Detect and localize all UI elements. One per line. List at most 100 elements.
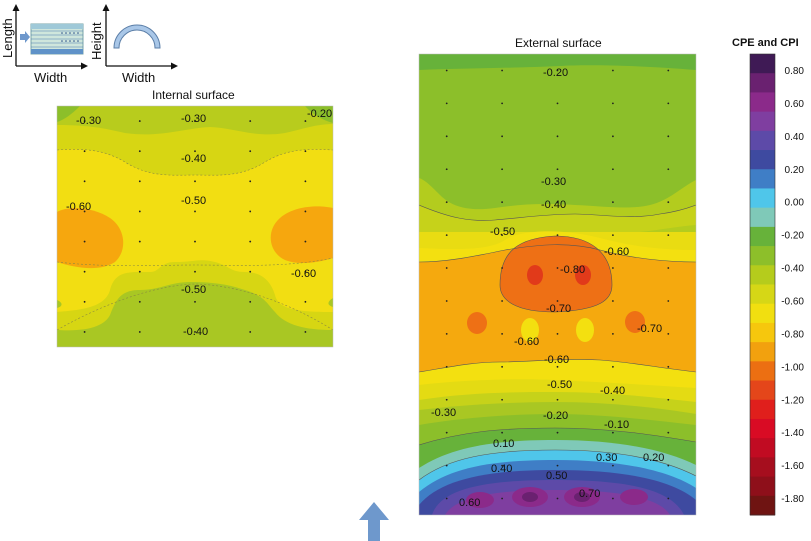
schematic-plan: Length Width [0, 4, 88, 85]
external-label: -0.50 [490, 226, 515, 238]
wind-direction-arrow-icon [359, 502, 389, 541]
measurement-point [556, 267, 559, 269]
measurement-point [445, 201, 448, 204]
measurement-point [667, 497, 670, 500]
external-label: -0.60 [604, 246, 629, 258]
measurement-point [304, 120, 307, 122]
colorbar-title: CPE and CPI [732, 37, 799, 49]
colorbar-swatch [750, 399, 775, 420]
colorbar-swatch [750, 246, 775, 266]
measurement-point [667, 332, 670, 335]
external-surface-title: External surface [515, 36, 602, 50]
colorbar-swatch [750, 169, 775, 189]
measurement-point [556, 102, 559, 105]
measurement-point [501, 365, 503, 368]
colorbar-tick-label: 0.20 [785, 165, 805, 176]
measurement-point [445, 398, 448, 401]
measurement-point [612, 234, 614, 237]
measurement-point [667, 267, 670, 269]
measurement-point [556, 332, 559, 335]
measurement-point [83, 150, 86, 153]
measurement-point [445, 267, 448, 269]
measurement-point [445, 497, 448, 500]
colorbar-tick-label: -0.80 [781, 329, 804, 340]
measurement-point [304, 180, 307, 183]
internal-label: -0.20 [307, 108, 332, 120]
measurement-point [83, 331, 86, 333]
length-axis-label: Length [0, 18, 15, 58]
external-label: -0.10 [604, 419, 629, 431]
measurement-point [612, 464, 614, 467]
measurement-point [304, 270, 307, 273]
internal-label: -0.30 [181, 113, 206, 125]
height-axis-label: Height [89, 22, 104, 60]
internal-label: -0.50 [181, 284, 206, 296]
measurement-point [612, 398, 614, 401]
measurement-point [445, 135, 448, 138]
measurement-point [83, 300, 86, 303]
measurement-point [138, 240, 141, 243]
external-label: -0.20 [543, 410, 568, 422]
measurement-point [83, 210, 86, 213]
measurement-point [612, 135, 614, 138]
measurement-point [667, 234, 670, 237]
measurement-point [556, 431, 559, 434]
measurement-point [445, 168, 448, 171]
external-label: -0.60 [514, 336, 539, 348]
measurement-point [304, 240, 307, 243]
external-label: -0.70 [637, 323, 662, 335]
measurement-point [612, 497, 614, 500]
measurement-point [612, 365, 614, 368]
colorbar-swatch [750, 438, 775, 458]
measurement-point [138, 180, 141, 183]
measurement-point [667, 102, 670, 105]
measurement-point [249, 300, 252, 303]
width-axis-label-2: Width [122, 70, 155, 85]
colorbar-swatch [750, 265, 775, 285]
external-label: -0.20 [543, 67, 568, 79]
colorbar-tick-label: -1.80 [781, 494, 804, 505]
colorbar-tick-label: -0.20 [781, 231, 804, 242]
external-label: -0.30 [431, 407, 456, 419]
measurement-point [304, 210, 307, 213]
measurement-point [501, 300, 503, 302]
schematic-section: Height Width [89, 4, 178, 85]
measurement-point [304, 331, 307, 333]
measurement-point [249, 180, 252, 183]
internal-label: -0.50 [181, 195, 206, 207]
internal-label: -0.40 [183, 326, 208, 338]
measurement-point [612, 201, 614, 204]
external-contour-labels: -0.20 -0.30 -0.40 -0.50 -0.60 -0.80 -0.7… [431, 67, 664, 509]
measurement-point [445, 69, 448, 72]
measurement-point [445, 332, 448, 335]
measurement-point [612, 300, 614, 302]
internal-label: -0.60 [291, 268, 316, 280]
colorbar-swatch [750, 150, 775, 170]
external-label: -0.60 [544, 354, 569, 366]
colorbar-swatch [750, 342, 775, 362]
colorbar-swatch [750, 188, 775, 209]
measurement-point [138, 120, 141, 122]
colorbar-ticks: 0.80 0.60 0.40 0.20 0.00 -0.20 -0.40 -0.60 -0.80… [781, 66, 804, 505]
external-label: -0.70 [546, 303, 571, 315]
internal-label: -0.60 [66, 201, 91, 213]
measurement-point [501, 332, 503, 335]
colorbar-tick-label: -1.40 [781, 428, 804, 439]
measurement-point [304, 300, 307, 303]
colorbar-tick-label: 0.60 [785, 99, 805, 110]
measurement-point [445, 464, 448, 467]
measurement-point [445, 102, 448, 105]
measurement-point [83, 270, 86, 273]
measurement-point [501, 267, 503, 269]
colorbar-swatch [750, 92, 775, 113]
colorbar-tick-label: -0.40 [781, 264, 804, 275]
measurement-point [194, 150, 196, 153]
colorbar-swatch [750, 111, 775, 132]
colorbar-tick-label: -1.60 [781, 461, 804, 472]
measurement-point [667, 135, 670, 138]
measurement-point [556, 365, 559, 368]
colorbar-swatch [750, 361, 775, 382]
width-axis-label: Width [34, 70, 67, 85]
measurement-point [445, 300, 448, 302]
external-label: -0.80 [560, 264, 585, 276]
